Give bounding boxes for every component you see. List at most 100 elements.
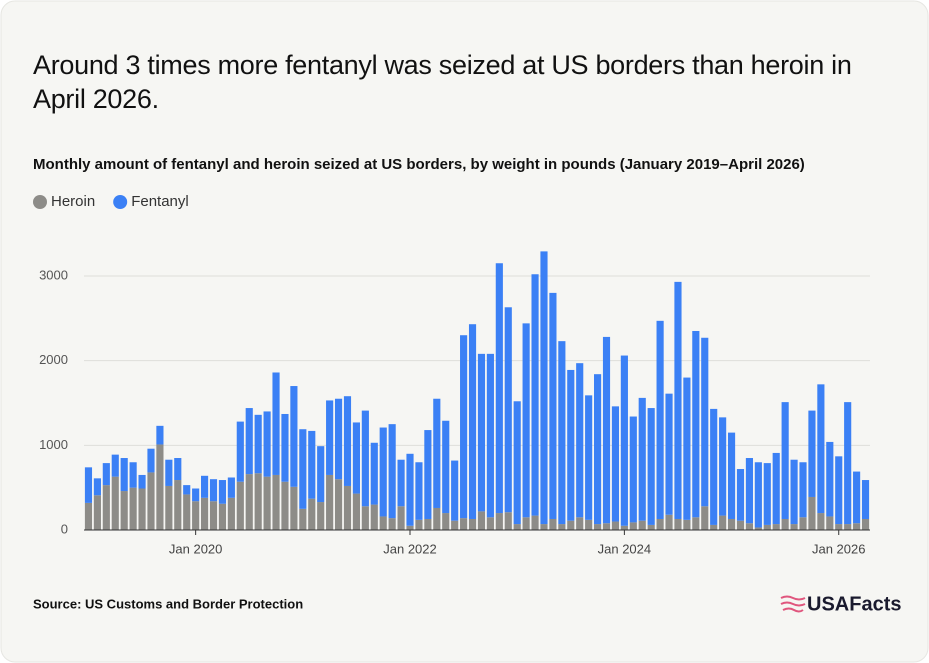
- bar-segment: [370, 442, 378, 505]
- bar-segment: [781, 402, 789, 519]
- bar-segment: [826, 516, 834, 530]
- bar-segment: [638, 397, 646, 521]
- bar-segment: [772, 452, 780, 525]
- bar-segment: [451, 460, 459, 521]
- bar-segment: [620, 525, 628, 530]
- bar-segment: [826, 441, 834, 517]
- bar-segment: [585, 395, 593, 520]
- bar-segment: [629, 522, 637, 530]
- bar-segment: [147, 472, 155, 530]
- bar-segment: [290, 386, 298, 487]
- bar-segment: [754, 527, 762, 530]
- bar-segment: [227, 497, 235, 530]
- bar-segment: [192, 501, 200, 530]
- bar-segment: [272, 474, 280, 530]
- bar-segment: [424, 518, 432, 530]
- bar-segment: [388, 518, 396, 530]
- bar-segment: [111, 454, 119, 477]
- source: Source: US Customs and Border Protection: [33, 596, 303, 611]
- bar-segment: [567, 369, 575, 521]
- bar-segment: [495, 513, 503, 530]
- bar-segment: [102, 463, 110, 486]
- y-tick-label: 2000: [39, 352, 68, 367]
- bar-segment: [853, 471, 861, 524]
- bar-segment: [683, 377, 691, 520]
- bar-segment: [138, 488, 146, 530]
- bar-segment: [736, 520, 745, 530]
- bar-segment: [736, 469, 745, 521]
- bar-segment: [486, 353, 494, 518]
- bar-segment: [290, 486, 298, 530]
- bar-segment: [343, 396, 352, 486]
- bar-segment: [129, 462, 137, 488]
- bar-segment: [594, 524, 602, 530]
- bar-segment: [540, 251, 548, 525]
- bar-segment: [415, 519, 423, 530]
- bar-segment: [218, 480, 227, 504]
- bar-segment: [504, 512, 512, 530]
- bar-segment: [817, 384, 825, 514]
- bar-segment: [495, 263, 503, 514]
- bar-segment: [522, 323, 530, 518]
- bar-segment: [522, 517, 530, 530]
- bar-segment: [254, 414, 262, 474]
- bar-segment: [611, 521, 620, 530]
- bar-segment: [334, 398, 343, 480]
- bar-segment: [513, 401, 521, 525]
- bar-segment: [317, 502, 325, 530]
- bar-segment: [388, 424, 396, 519]
- bar-segment: [397, 506, 405, 530]
- bar-segment: [853, 523, 861, 530]
- bar-segment: [754, 462, 762, 528]
- bar-segment: [138, 474, 146, 489]
- bar-segment: [451, 520, 459, 530]
- bar-segment: [808, 496, 816, 530]
- bar-segment: [477, 353, 486, 512]
- bar-segment: [727, 518, 736, 530]
- bar-segment: [674, 281, 682, 519]
- bar-segment: [460, 518, 468, 530]
- bar-segment: [647, 524, 655, 530]
- bar-segment: [442, 420, 450, 514]
- bar-segment: [442, 513, 450, 530]
- bar-segment: [719, 417, 727, 516]
- bar-segment: [218, 503, 227, 530]
- y-tick-label: 0: [61, 521, 68, 536]
- bar-segment: [236, 481, 244, 530]
- bar-segment: [790, 459, 798, 525]
- bar-segment: [799, 517, 807, 530]
- bar-segment: [326, 474, 334, 530]
- chart-subtitle: Monthly amount of fentanyl and heroin se…: [33, 156, 805, 173]
- x-tick-label: Jan 2020: [169, 541, 223, 556]
- bar-segment: [745, 523, 753, 530]
- logo-icon: [780, 595, 806, 613]
- bar-segment: [540, 524, 548, 530]
- bar-segment: [433, 398, 441, 508]
- bar-segment: [120, 491, 128, 530]
- bar-segment: [468, 324, 477, 519]
- x-tick-label: Jan 2024: [598, 541, 652, 556]
- chart-title: Around 3 times more fentanyl was seized …: [33, 50, 852, 114]
- bar-segment: [549, 292, 557, 519]
- bar-segment: [567, 520, 575, 530]
- bar-segment: [263, 411, 271, 477]
- bar-segment: [370, 504, 378, 530]
- bar-segment: [710, 524, 718, 530]
- bar-segment: [415, 462, 423, 520]
- bar-segment: [701, 506, 709, 530]
- bar-segment: [245, 474, 253, 530]
- bar-segment: [254, 473, 262, 530]
- bar-segment: [165, 485, 173, 530]
- bar-segment: [272, 372, 280, 475]
- bar-segment: [513, 524, 521, 530]
- bar-segment: [835, 456, 843, 525]
- bar-segment: [361, 506, 369, 530]
- bar-segment: [504, 307, 512, 513]
- legend-swatch: [33, 195, 47, 209]
- bar-segment: [352, 493, 360, 530]
- bar-segment: [281, 481, 289, 530]
- bar-segment: [120, 458, 128, 492]
- bar-segment: [111, 476, 119, 530]
